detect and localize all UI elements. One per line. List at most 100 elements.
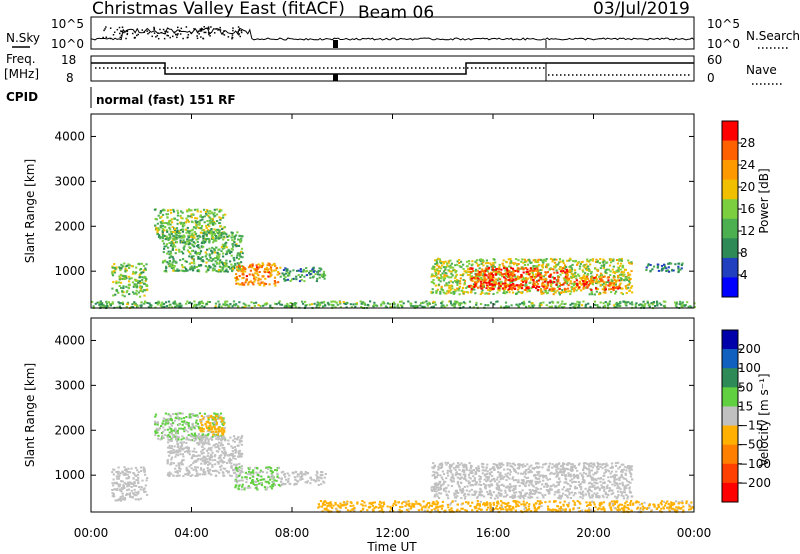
data-cell	[503, 267, 506, 270]
data-cell	[221, 243, 224, 246]
data-cell	[178, 236, 181, 239]
nsky-dot	[209, 35, 211, 37]
data-cell	[211, 235, 214, 238]
data-cell	[681, 304, 684, 307]
data-cell	[591, 484, 594, 487]
data-cell	[616, 279, 619, 282]
data-cell	[109, 303, 112, 305]
data-cell	[608, 264, 612, 267]
data-cell	[138, 274, 141, 277]
data-cell	[646, 264, 650, 267]
data-cell	[193, 262, 196, 265]
data-cell	[675, 301, 678, 304]
data-cell	[587, 492, 591, 495]
data-cell	[485, 281, 488, 284]
data-cell	[486, 285, 489, 288]
data-cell	[166, 474, 169, 477]
data-cell	[222, 435, 225, 438]
nsky-dot	[213, 32, 216, 34]
data-cell	[155, 228, 158, 231]
data-cell	[116, 290, 119, 293]
data-cell	[320, 483, 323, 486]
data-cell	[171, 237, 175, 240]
data-cell	[334, 306, 337, 309]
data-cell	[121, 498, 124, 501]
data-cell	[179, 235, 182, 238]
data-cell	[322, 305, 325, 308]
data-cell	[141, 276, 144, 279]
data-cell	[450, 476, 453, 479]
data-cell	[267, 268, 270, 271]
data-cell	[479, 303, 483, 305]
data-cell	[227, 305, 230, 308]
data-cell	[230, 247, 233, 250]
data-cell	[237, 278, 240, 281]
data-cell	[200, 421, 203, 424]
data-cell	[528, 260, 531, 263]
data-cell	[197, 246, 200, 249]
data-cell	[434, 259, 437, 262]
data-cell	[211, 451, 214, 454]
data-cell	[569, 303, 572, 306]
data-cell	[220, 454, 223, 457]
data-cell	[602, 496, 605, 499]
data-cell	[529, 490, 532, 493]
data-cell	[196, 414, 199, 417]
nsky-dot	[237, 26, 240, 28]
data-cell	[172, 448, 175, 451]
data-cell	[567, 277, 571, 280]
data-cell	[479, 480, 482, 483]
data-cell	[620, 291, 623, 294]
data-cell	[490, 265, 493, 268]
data-cell	[309, 476, 312, 479]
data-cell	[488, 283, 491, 286]
data-cell	[630, 270, 633, 273]
data-cell	[178, 449, 181, 452]
data-cell	[594, 261, 598, 263]
data-cell	[511, 477, 514, 480]
data-cell	[198, 412, 202, 415]
data-cell	[616, 269, 619, 272]
data-cell	[210, 436, 213, 439]
data-cell	[456, 283, 459, 286]
data-cell	[481, 289, 484, 292]
data-cell	[508, 265, 511, 268]
data-cell	[213, 455, 216, 458]
data-cell	[454, 280, 457, 282]
data-cell	[660, 269, 663, 272]
data-cell	[493, 285, 496, 288]
data-cell	[452, 269, 455, 272]
data-cell	[120, 490, 123, 493]
data-cell	[212, 231, 215, 234]
data-cell	[618, 466, 622, 468]
data-cell	[206, 223, 210, 226]
data-cell	[576, 300, 579, 303]
data-cell	[216, 228, 219, 231]
data-cell	[681, 301, 684, 304]
data-cell	[498, 266, 501, 269]
data-cell	[101, 304, 104, 307]
data-cell	[486, 265, 489, 268]
colorbar-segment	[722, 257, 738, 278]
data-cell	[507, 271, 511, 274]
data-cell	[336, 303, 339, 306]
data-cell	[302, 270, 305, 273]
data-cell	[199, 235, 202, 238]
data-cell	[286, 271, 289, 274]
data-cell	[581, 269, 584, 272]
data-cell	[136, 305, 139, 308]
data-cell	[476, 273, 479, 276]
data-cell	[399, 304, 403, 307]
data-cell	[195, 421, 198, 424]
data-cell	[570, 270, 573, 273]
data-cell	[118, 266, 121, 269]
data-cell	[111, 492, 114, 495]
data-cell	[568, 491, 571, 494]
data-cell	[627, 280, 631, 283]
data-cell	[569, 293, 572, 296]
data-cell	[470, 275, 473, 278]
data-cell	[572, 260, 575, 262]
data-cell	[487, 266, 491, 269]
data-cell	[277, 466, 280, 469]
data-cell	[376, 304, 379, 307]
